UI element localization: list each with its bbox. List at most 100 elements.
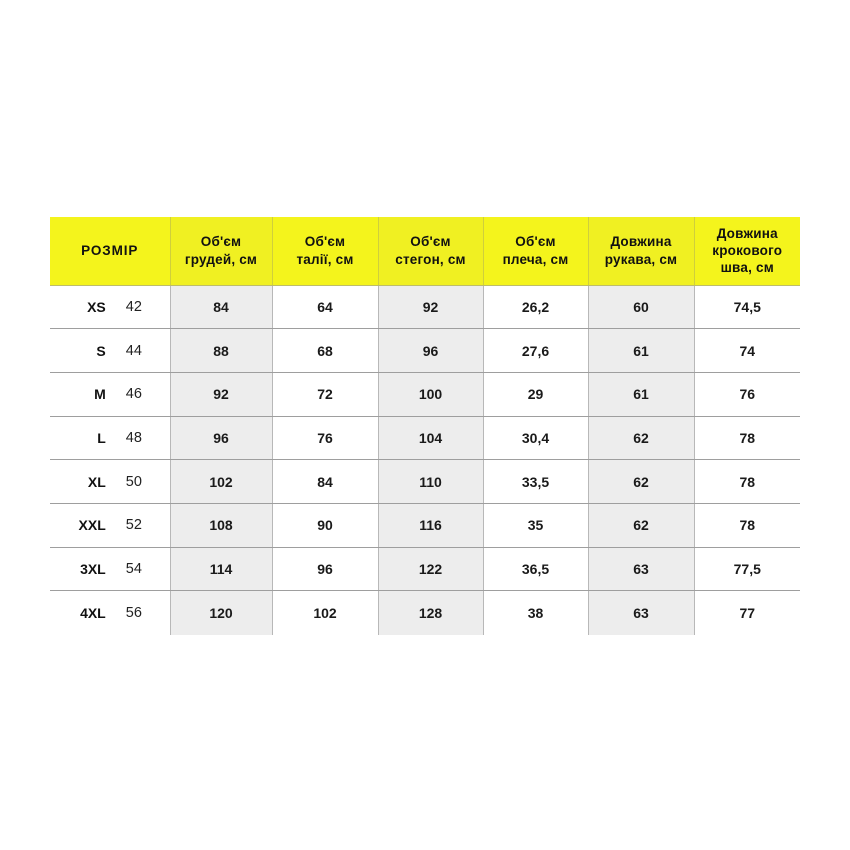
cell-sleeve: 63 [588, 547, 695, 592]
table-row: L 48 96 76 104 30,4 62 78 [50, 416, 800, 461]
cell-chest: 92 [170, 372, 273, 417]
cell-shoulder: 27,6 [483, 328, 589, 373]
cell-size: 3XL 54 [50, 547, 171, 592]
size-number: 54 [125, 560, 142, 577]
size-letter: 4XL [80, 604, 106, 621]
cell-hips: 104 [378, 416, 484, 461]
cell-hips: 128 [378, 590, 484, 635]
cell-chest: 108 [170, 503, 273, 548]
cell-shoulder: 29 [483, 372, 589, 417]
cell-waist: 90 [272, 503, 379, 548]
table-header: РОЗМІР Об'єм грудей, см Об'єм талії, см … [50, 217, 800, 286]
cell-waist: 76 [272, 416, 379, 461]
size-number: 44 [125, 342, 142, 359]
cell-size: XL 50 [50, 459, 171, 504]
table-row: XL 50 102 84 110 33,5 62 78 [50, 459, 800, 504]
cell-chest: 88 [170, 328, 273, 373]
cell-hips: 96 [378, 328, 484, 373]
cell-inseam: 78 [694, 416, 800, 461]
cell-shoulder: 35 [483, 503, 589, 548]
cell-waist: 72 [272, 372, 379, 417]
size-chart-table-wrapper: РОЗМІР Об'єм грудей, см Об'єм талії, см … [50, 217, 800, 635]
cell-hips: 122 [378, 547, 484, 592]
cell-inseam: 78 [694, 459, 800, 504]
cell-sleeve: 62 [588, 416, 695, 461]
size-cell-inner: 3XL 54 [50, 548, 170, 591]
size-cell-inner: S 44 [50, 329, 170, 372]
column-header-sleeve: Довжина рукава, см [588, 217, 695, 286]
column-header-chest: Об'єм грудей, см [170, 217, 273, 286]
cell-chest: 120 [170, 590, 273, 635]
size-cell-inner: M 46 [50, 373, 170, 416]
cell-chest: 114 [170, 547, 273, 592]
cell-inseam: 77 [694, 590, 800, 635]
column-header-inseam: Довжина крокового шва, см [694, 217, 800, 286]
column-header-shoulder: Об'єм плеча, см [483, 217, 589, 286]
size-number: 50 [125, 473, 142, 490]
size-letter: M [94, 386, 106, 403]
size-number: 56 [125, 604, 142, 621]
size-number: 46 [125, 386, 142, 403]
size-letter: 3XL [80, 560, 106, 577]
cell-chest: 84 [170, 285, 273, 330]
size-cell-inner: 4XL 56 [50, 591, 170, 634]
size-number: 42 [125, 298, 142, 315]
cell-sleeve: 62 [588, 503, 695, 548]
column-header-size: РОЗМІР [50, 217, 171, 286]
cell-size: XXL 52 [50, 503, 171, 548]
size-number: 48 [125, 429, 142, 446]
cell-inseam: 74 [694, 328, 800, 373]
cell-inseam: 78 [694, 503, 800, 548]
column-header-waist: Об'єм талії, см [272, 217, 379, 286]
cell-sleeve: 60 [588, 285, 695, 330]
size-letter: S [96, 342, 106, 359]
table-row: 4XL 56 120 102 128 38 63 77 [50, 590, 800, 635]
cell-size: S 44 [50, 328, 171, 373]
cell-inseam: 76 [694, 372, 800, 417]
size-cell-inner: XL 50 [50, 460, 170, 503]
table-row: 3XL 54 114 96 122 36,5 63 77,5 [50, 547, 800, 592]
cell-shoulder: 36,5 [483, 547, 589, 592]
cell-size: XS 42 [50, 285, 171, 330]
cell-waist: 68 [272, 328, 379, 373]
size-letter: XS [87, 298, 106, 315]
cell-shoulder: 30,4 [483, 416, 589, 461]
cell-shoulder: 38 [483, 590, 589, 635]
cell-inseam: 74,5 [694, 285, 800, 330]
cell-chest: 102 [170, 459, 273, 504]
size-letter: XL [87, 473, 106, 490]
table-body: XS 42 84 64 92 26,2 60 74,5 S 4 [50, 285, 800, 635]
cell-sleeve: 63 [588, 590, 695, 635]
cell-size: 4XL 56 [50, 590, 171, 635]
cell-sleeve: 61 [588, 372, 695, 417]
size-letter: XXL [78, 517, 106, 534]
cell-waist: 64 [272, 285, 379, 330]
cell-chest: 96 [170, 416, 273, 461]
size-number: 52 [125, 517, 142, 534]
table-row: M 46 92 72 100 29 61 76 [50, 372, 800, 417]
cell-size: L 48 [50, 416, 171, 461]
cell-waist: 84 [272, 459, 379, 504]
table-row: S 44 88 68 96 27,6 61 74 [50, 328, 800, 373]
cell-sleeve: 61 [588, 328, 695, 373]
cell-hips: 92 [378, 285, 484, 330]
cell-hips: 110 [378, 459, 484, 504]
table-header-row: РОЗМІР Об'єм грудей, см Об'єм талії, см … [50, 217, 800, 286]
cell-shoulder: 33,5 [483, 459, 589, 504]
size-cell-inner: XS 42 [50, 286, 170, 329]
table-row: XS 42 84 64 92 26,2 60 74,5 [50, 285, 800, 330]
cell-inseam: 77,5 [694, 547, 800, 592]
cell-sleeve: 62 [588, 459, 695, 504]
column-header-hips: Об'єм стегон, см [378, 217, 484, 286]
cell-hips: 116 [378, 503, 484, 548]
size-letter: L [97, 429, 106, 446]
cell-shoulder: 26,2 [483, 285, 589, 330]
cell-size: M 46 [50, 372, 171, 417]
size-cell-inner: L 48 [50, 417, 170, 460]
cell-hips: 100 [378, 372, 484, 417]
size-chart-table: РОЗМІР Об'єм грудей, см Об'єм талії, см … [50, 217, 800, 635]
size-cell-inner: XXL 52 [50, 504, 170, 547]
cell-waist: 96 [272, 547, 379, 592]
table-row: XXL 52 108 90 116 35 62 78 [50, 503, 800, 548]
